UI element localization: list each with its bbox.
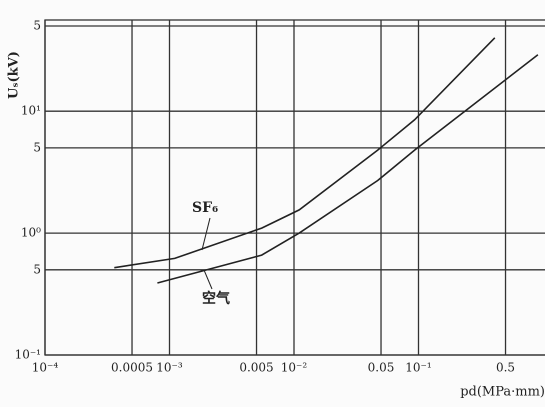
y-tick-label: 10⁻¹: [15, 348, 41, 362]
x-tick-label: 10⁻²: [281, 361, 308, 375]
x-tick-label: 10⁻⁴: [32, 361, 59, 375]
legend-label: SF₆: [192, 200, 218, 216]
legend-label: 空气: [202, 290, 230, 307]
y-axis-label: Uₛ(kV): [7, 51, 22, 99]
y-tick-label: 10¹: [21, 104, 41, 118]
series-line: [114, 37, 496, 269]
x-tick-label: 0.5: [496, 361, 515, 375]
y-tick-label: 5: [33, 140, 41, 154]
y-tick-label: 10⁰: [21, 226, 41, 240]
series-line: [157, 54, 539, 284]
plot-frame: [44, 19, 545, 356]
x-axis-label: pd(MPa·mm): [460, 385, 545, 400]
leader-line: [201, 217, 211, 251]
y-tick-label: 5: [33, 19, 41, 33]
x-tick-label: 0.05: [368, 361, 395, 375]
x-tick-label: 10⁻³: [156, 361, 183, 375]
leader-line: [203, 269, 213, 290]
x-tick-label: 0.005: [239, 361, 273, 375]
x-tick-label: 0.0005: [111, 361, 153, 375]
y-tick-label: 5: [33, 262, 41, 276]
x-tick-label: 10⁻¹: [405, 361, 431, 375]
